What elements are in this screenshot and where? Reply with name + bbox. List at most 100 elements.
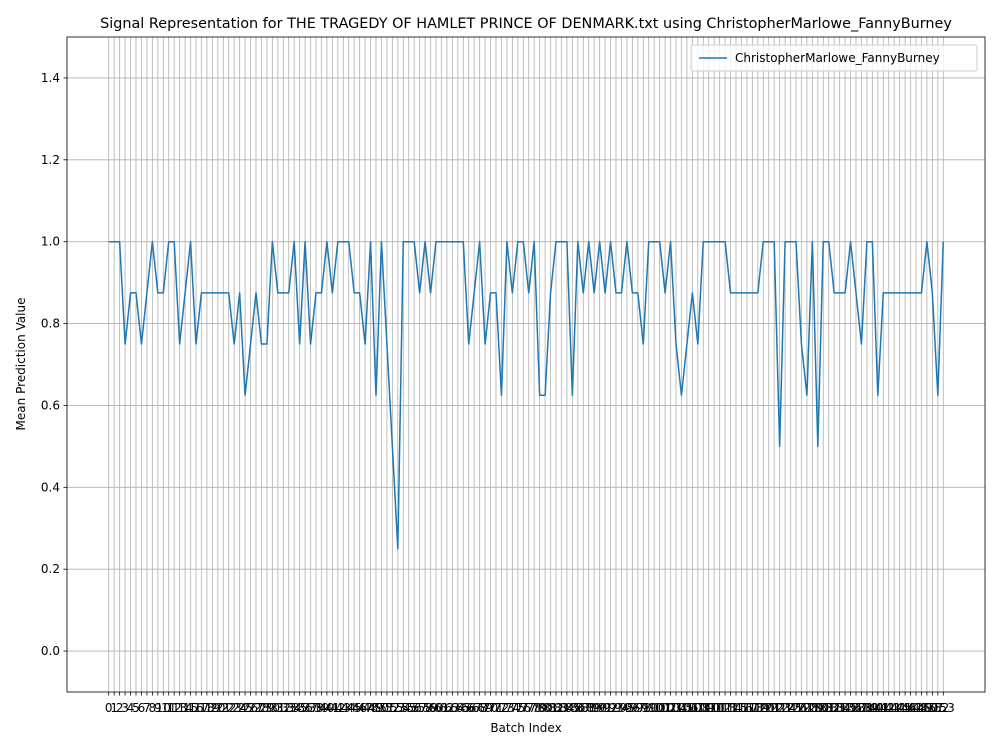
x-tick-label: 83 <box>554 701 569 715</box>
x-tick-label: 15 <box>183 701 198 715</box>
x-tick-label: 153 <box>932 701 955 715</box>
x-tick-label: 120 <box>752 701 775 715</box>
x-tick-label: 100 <box>643 701 666 715</box>
x-tick-label: 0 <box>105 701 113 715</box>
x-tick-label: 18 <box>199 701 214 715</box>
x-tick-label: 97 <box>630 701 645 715</box>
x-tick-label: 19 <box>205 701 220 715</box>
x-tick-label: 128 <box>795 701 818 715</box>
x-tick-label: 58 <box>417 701 432 715</box>
x-tick-label: 109 <box>692 701 715 715</box>
x-tick-label: 148 <box>905 701 928 715</box>
x-tick-label: 69 <box>477 701 492 715</box>
x-tick-label: 6 <box>138 701 146 715</box>
x-tick-label: 75 <box>510 701 525 715</box>
y-tick-label: 0.8 <box>41 317 60 331</box>
x-tick-label: 43 <box>336 701 351 715</box>
x-tick-label: 77 <box>521 701 536 715</box>
x-tick-label: 126 <box>785 701 808 715</box>
x-tick-label: 92 <box>603 701 618 715</box>
x-tick-label: 63 <box>445 701 460 715</box>
x-tick-label: 114 <box>719 701 742 715</box>
x-tick-label: 147 <box>899 701 922 715</box>
x-tick-label: 16 <box>188 701 203 715</box>
x-tick-label: 29 <box>259 701 274 715</box>
x-tick-label: 20 <box>210 701 225 715</box>
x-tick-label: 144 <box>883 701 906 715</box>
x-tick-label: 116 <box>730 701 753 715</box>
x-tick-label: 110 <box>697 701 720 715</box>
x-tick-label: 91 <box>597 701 612 715</box>
x-tick-label: 17 <box>194 701 209 715</box>
x-tick-label: 39 <box>314 701 329 715</box>
x-tick-label: 21 <box>216 701 231 715</box>
x-tick-label: 79 <box>532 701 547 715</box>
x-tick-label: 57 <box>412 701 427 715</box>
x-tick-label: 132 <box>817 701 840 715</box>
chart-title: Signal Representation for THE TRAGEDY OF… <box>100 16 952 32</box>
x-tick-label: 30 <box>265 701 280 715</box>
x-tick-label: 60 <box>428 701 443 715</box>
x-tick-label: 24 <box>232 701 247 715</box>
x-tick-label: 11 <box>161 701 176 715</box>
x-tick-label: 25 <box>237 701 252 715</box>
x-tick-label: 13 <box>172 701 187 715</box>
x-tick-label: 82 <box>548 701 563 715</box>
x-tick-label: 1 <box>110 701 118 715</box>
x-tick-label: 44 <box>341 701 356 715</box>
x-tick-label: 139 <box>855 701 878 715</box>
x-tick-label: 106 <box>675 701 698 715</box>
y-tick-label: 1.2 <box>41 153 60 167</box>
x-tick-label: 61 <box>434 701 449 715</box>
x-tick-label: 81 <box>543 701 558 715</box>
x-tick-label: 86 <box>570 701 585 715</box>
x-tick-label: 95 <box>619 701 634 715</box>
x-tick-label: 54 <box>396 701 411 715</box>
x-tick-label: 143 <box>877 701 900 715</box>
x-tick-label: 84 <box>559 701 574 715</box>
x-tick-label: 105 <box>670 701 693 715</box>
x-tick-label: 51 <box>379 701 394 715</box>
plot-frame <box>66 36 986 693</box>
x-tick-label: 135 <box>834 701 857 715</box>
x-tick-label: 34 <box>287 701 302 715</box>
x-tick-label: 146 <box>894 701 917 715</box>
x-tick-label: 94 <box>614 701 629 715</box>
x-tick-label: 64 <box>450 701 465 715</box>
x-tick-label: 107 <box>681 701 704 715</box>
x-tick-label: 42 <box>330 701 345 715</box>
x-tick-label: 7 <box>143 701 151 715</box>
x-tick-label: 99 <box>641 701 656 715</box>
x-tick-label: 8 <box>149 701 157 715</box>
x-tick-label: 122 <box>763 701 786 715</box>
x-tick-label: 26 <box>243 701 258 715</box>
x-tick-label: 74 <box>505 701 520 715</box>
x-tick-label: 88 <box>581 701 596 715</box>
x-tick-label: 127 <box>790 701 813 715</box>
x-tick-label: 138 <box>850 701 873 715</box>
x-tick-label: 111 <box>703 701 726 715</box>
x-tick-label: 133 <box>823 701 846 715</box>
x-tick-label: 87 <box>576 701 591 715</box>
x-tick-label: 52 <box>385 701 400 715</box>
x-tick-label: 41 <box>325 701 340 715</box>
x-tick-label: 119 <box>746 701 769 715</box>
x-tick-label: 101 <box>648 701 671 715</box>
x-tick-label: 2 <box>116 701 124 715</box>
x-tick-label: 36 <box>297 701 312 715</box>
y-tick-label: 0.4 <box>41 480 60 494</box>
x-tick-label: 103 <box>659 701 682 715</box>
x-tick-label: 72 <box>494 701 509 715</box>
x-tick-label: 3 <box>121 701 129 715</box>
x-tick-label: 5 <box>132 701 140 715</box>
x-tick-label: 67 <box>467 701 482 715</box>
x-tick-label: 117 <box>735 701 758 715</box>
x-tick-label: 53 <box>390 701 405 715</box>
x-tick-label: 137 <box>845 701 868 715</box>
x-tick-label: 149 <box>910 701 933 715</box>
x-tick-label: 46 <box>352 701 367 715</box>
data-line <box>108 240 945 550</box>
x-tick-label: 151 <box>921 701 944 715</box>
x-tick-label: 40 <box>319 701 334 715</box>
x-tick-label: 130 <box>806 701 829 715</box>
